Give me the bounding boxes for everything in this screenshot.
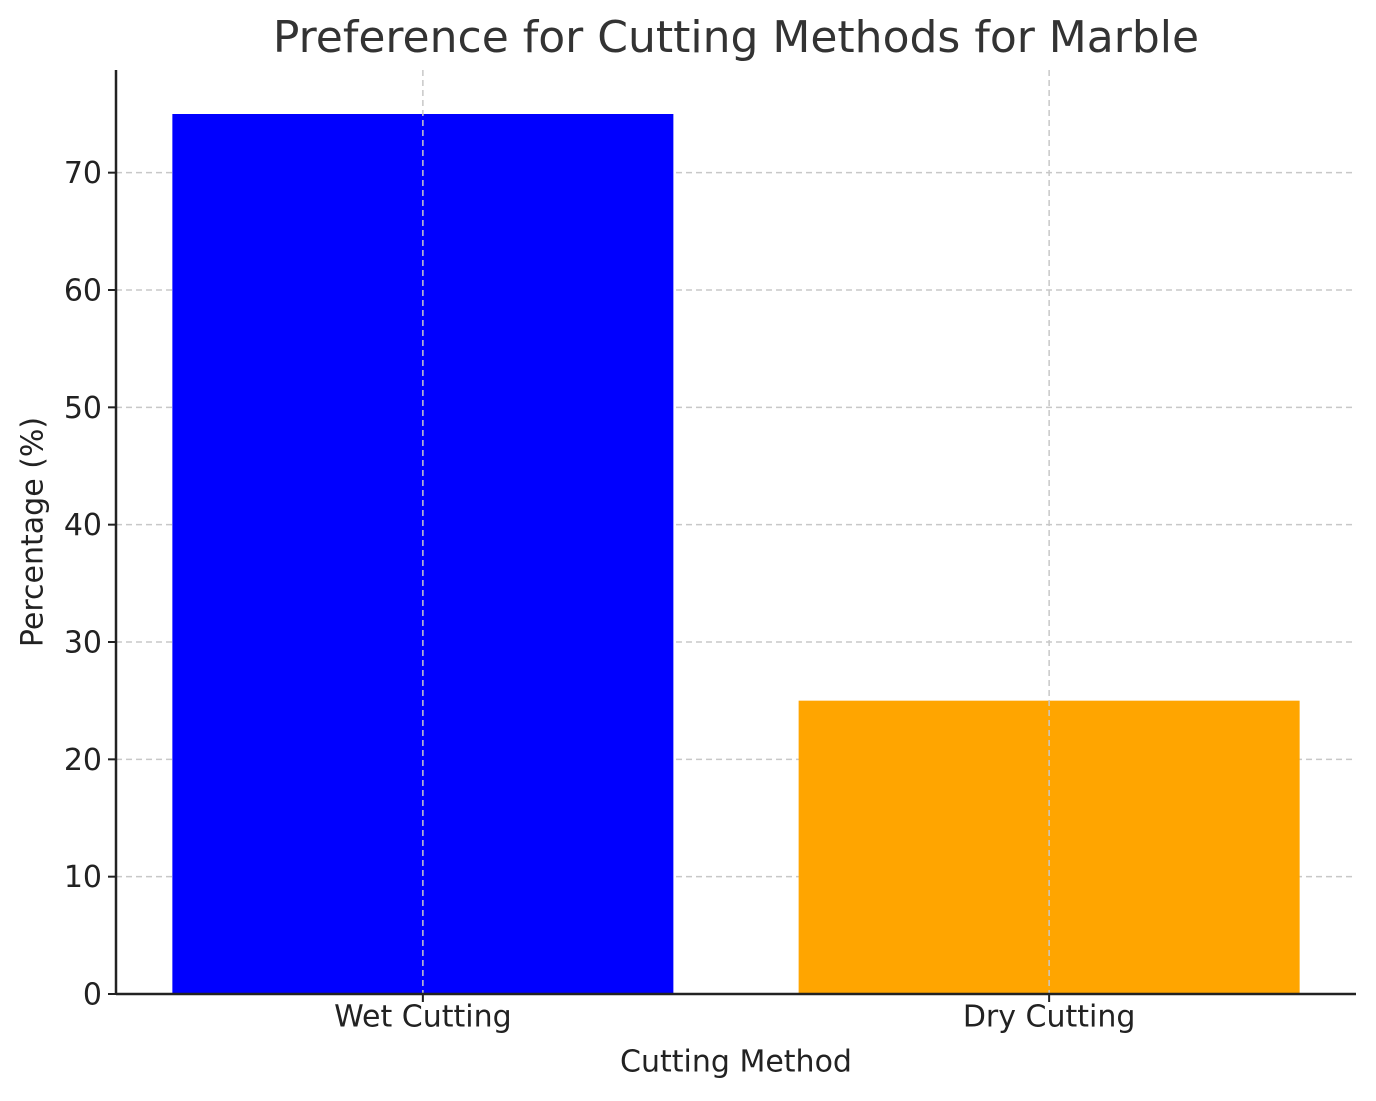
y-tick-label: 60 xyxy=(64,274,102,309)
y-tick-label: 10 xyxy=(64,860,102,895)
chart-title: Preference for Cutting Methods for Marbl… xyxy=(273,12,1199,63)
y-tick-label: 0 xyxy=(83,978,102,1013)
x-tick-label: Dry Cutting xyxy=(963,1000,1136,1035)
y-tick-label: 30 xyxy=(64,626,102,661)
y-tick-label: 40 xyxy=(64,508,102,543)
x-tick-label: Wet Cutting xyxy=(334,1000,512,1035)
y-tick-label: 20 xyxy=(64,743,102,778)
y-tick-label: 50 xyxy=(64,391,102,426)
x-axis-label: Cutting Method xyxy=(620,1045,852,1080)
y-tick-label: 70 xyxy=(64,156,102,191)
y-axis-label: Percentage (%) xyxy=(16,417,51,647)
